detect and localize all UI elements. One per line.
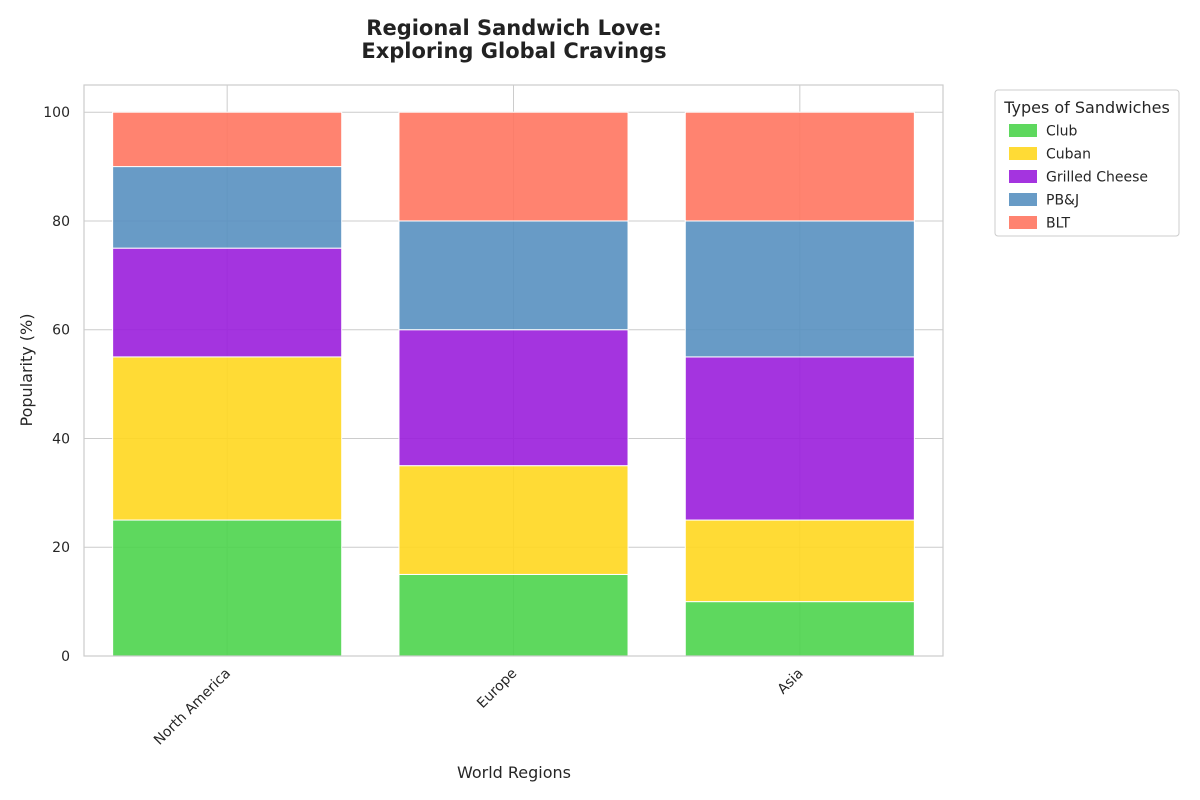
x-tick-label-2: Asia: [775, 666, 807, 698]
plot-frame: [83, 84, 944, 657]
bar-asia-grilled-cheese: [684, 356, 915, 521]
y-tick-label-3: 60: [52, 323, 70, 339]
y-tick-label-2: 40: [52, 431, 70, 447]
bar-asia-cuban: [684, 519, 915, 603]
bar-north-america-grilled-cheese: [112, 247, 343, 358]
y-tick-label-0: 0: [61, 649, 70, 665]
chart-title-line-2: Exploring Global Cravings: [361, 39, 666, 63]
bar-europe-club: [398, 573, 629, 657]
bar-north-america-club: [112, 519, 343, 657]
legend-swatch-cuban: [1009, 147, 1037, 160]
legend-label-cuban: Cuban: [1046, 147, 1091, 163]
legend-label-grilled-cheese: Grilled Cheese: [1046, 170, 1148, 186]
bar-europe-pb-j: [398, 220, 629, 331]
x-ticks: North America Europe Asia: [151, 666, 807, 749]
legend-items: Club Cuban Grilled Cheese PB&J BLT: [1009, 124, 1148, 232]
bar-asia-club: [684, 601, 915, 657]
bar-asia-pb-j: [684, 220, 915, 358]
y-tick-label-1: 20: [52, 540, 70, 556]
chart-title-line-1: Regional Sandwich Love:: [366, 16, 661, 40]
legend-label-pb-j: PB&J: [1046, 193, 1079, 209]
x-tick-label-0: North America: [151, 666, 234, 749]
legend-swatch-grilled-cheese: [1009, 170, 1037, 183]
y-tick-label-5: 100: [43, 105, 70, 121]
legend-swatch-pb-j: [1009, 193, 1037, 206]
x-tick-label-1: Europe: [474, 666, 520, 712]
bar-europe-cuban: [398, 465, 629, 575]
bar-europe-grilled-cheese: [398, 329, 629, 467]
legend-label-club: Club: [1046, 124, 1078, 140]
legend-frame: [994, 89, 1180, 237]
legend-swatch-blt: [1009, 216, 1037, 229]
bars: [112, 111, 915, 657]
legend-label-blt: BLT: [1046, 216, 1070, 232]
legend: Types of Sandwiches Club Cuban Grilled Che…: [994, 89, 1180, 237]
y-tick-label-4: 80: [52, 214, 70, 230]
bar-north-america-blt: [112, 111, 343, 168]
legend-swatch-club: [1009, 124, 1037, 137]
y-axis-label: Popularity (%): [17, 314, 36, 427]
bar-europe-blt: [398, 111, 629, 222]
bar-north-america-pb-j: [112, 166, 343, 249]
legend-title: Types of Sandwiches: [1003, 98, 1170, 117]
y-ticks: 0 20 40 60 80 100: [43, 105, 70, 665]
bar-asia-blt: [684, 111, 915, 222]
bar-north-america-cuban: [112, 356, 343, 521]
x-axis-label: World Regions: [457, 763, 571, 782]
